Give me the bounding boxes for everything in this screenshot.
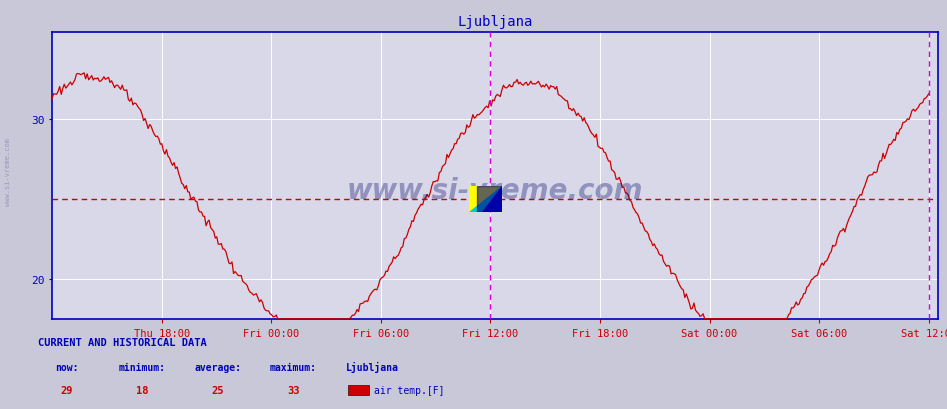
Text: Ljubljana: Ljubljana xyxy=(346,361,399,372)
Text: www.si-vreme.com: www.si-vreme.com xyxy=(347,176,643,204)
Text: www.si-vreme.com: www.si-vreme.com xyxy=(5,138,10,206)
Polygon shape xyxy=(477,186,502,213)
Text: maximum:: maximum: xyxy=(270,362,317,372)
Text: average:: average: xyxy=(194,362,241,372)
Text: 29: 29 xyxy=(60,384,73,395)
Text: 33: 33 xyxy=(287,384,300,395)
Text: 18: 18 xyxy=(135,384,149,395)
Polygon shape xyxy=(482,186,502,213)
Polygon shape xyxy=(469,186,502,213)
Text: now:: now: xyxy=(55,362,79,372)
Title: Ljubljana: Ljubljana xyxy=(457,15,532,29)
Text: air temp.[F]: air temp.[F] xyxy=(374,384,444,395)
Text: CURRENT AND HISTORICAL DATA: CURRENT AND HISTORICAL DATA xyxy=(38,337,206,348)
Polygon shape xyxy=(469,186,502,213)
Text: 25: 25 xyxy=(211,384,224,395)
Text: minimum:: minimum: xyxy=(118,362,166,372)
